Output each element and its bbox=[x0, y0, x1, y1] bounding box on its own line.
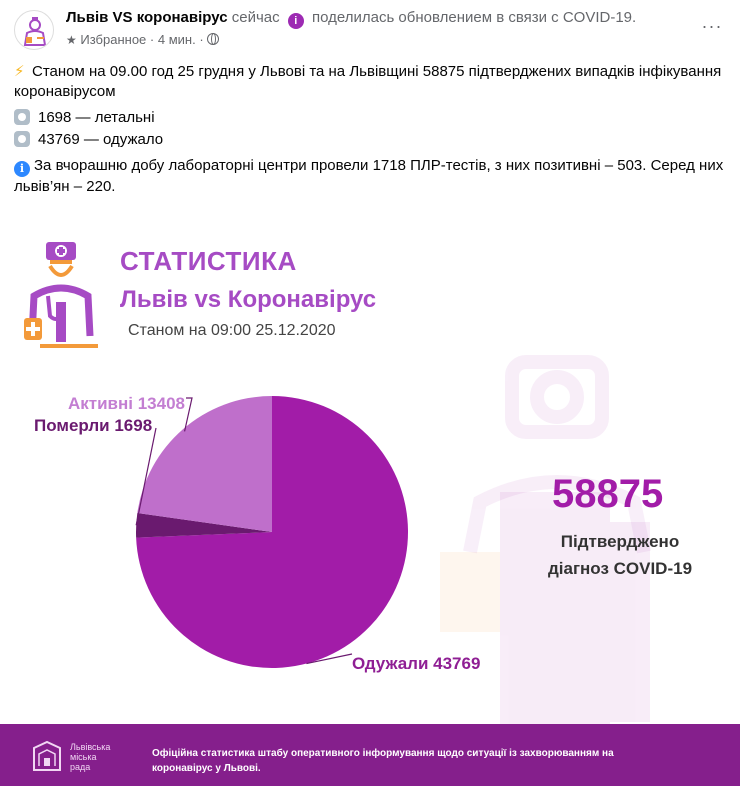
post-paragraph: ⚡ Станом на 09.00 год 25 грудня у Львові … bbox=[14, 62, 726, 102]
post-line-cases: Станом на 09.00 год 25 грудня у Львові т… bbox=[14, 63, 722, 100]
city-name-line: рада bbox=[70, 762, 91, 772]
infographic-footer: Львівська міська рада Офіційна статистик… bbox=[0, 724, 740, 786]
pie-label-dead: Померли 1698 bbox=[34, 416, 153, 435]
total-confirmed-caption: Підтверджено діагноз COVID-19 bbox=[530, 528, 710, 582]
doctor-logo-icon bbox=[23, 17, 47, 46]
footer-statement: Офіційна статистика штабу оперативного і… bbox=[152, 748, 614, 774]
covid-info-icon[interactable]: i bbox=[287, 13, 304, 29]
favorites-label: Избранное bbox=[80, 32, 147, 47]
post-body: ⚡ Станом на 09.00 год 25 грудня у Львові … bbox=[14, 62, 726, 203]
doctor-watermark-icon bbox=[440, 355, 651, 742]
pie-chart bbox=[135, 396, 408, 668]
city-name-line: Львівська bbox=[70, 742, 111, 752]
pie-label-active: Активні 13408 bbox=[68, 394, 185, 413]
infographic-title: СТАТИСТИКА bbox=[120, 246, 297, 276]
stats-infographic[interactable]: СТАТИСТИКА Львів vs Коронавірус Станом н… bbox=[0, 222, 740, 786]
star-icon: ★ bbox=[66, 33, 77, 47]
pie-slice-active bbox=[137, 396, 272, 532]
infographic-subtitle: Львів vs Коронавірус bbox=[120, 286, 377, 313]
total-confirmed-number: 58875 bbox=[552, 472, 664, 516]
information-icon: i bbox=[14, 161, 30, 177]
city-council-logo-icon bbox=[33, 740, 61, 771]
post-paragraph: 43769 — одужало bbox=[14, 130, 726, 150]
page-name-link[interactable]: Львів VS коронавірус bbox=[66, 9, 228, 26]
post-line-tests: За вчорашню добу лабораторні центри пров… bbox=[14, 157, 724, 195]
pie-slice-recovered bbox=[136, 396, 408, 668]
pie-label-recovered: Одужали 43769 bbox=[352, 654, 481, 673]
infographic-date: Станом на 09:00 25.12.2020 bbox=[128, 322, 336, 339]
header-line: Львів VS коронавірус сейчас i поделилась… bbox=[66, 8, 706, 29]
header-text: Львів VS коронавірус сейчас i поделилась… bbox=[66, 8, 706, 49]
lightning-icon: ⚡ bbox=[14, 63, 25, 80]
post-action: поделилась обновлением в связи с COVID-1… bbox=[311, 9, 637, 26]
record-button-icon bbox=[14, 131, 30, 147]
post-paragraph: i За вчорашню добу лабораторні центри про… bbox=[14, 156, 726, 197]
caption-line-1: Підтверджено bbox=[560, 532, 680, 551]
doctor-logo-icon bbox=[24, 242, 98, 348]
globe-icon[interactable] bbox=[207, 33, 220, 45]
record-button-icon bbox=[14, 109, 30, 125]
post-line-recovered: 43769 — одужало bbox=[38, 131, 164, 148]
post-meta: ★ Избранное · 4 мин. · bbox=[66, 31, 706, 49]
leader-line-dead bbox=[135, 427, 157, 526]
leader-line-active bbox=[183, 397, 193, 432]
city-council-name: Львівська міська рада bbox=[70, 742, 130, 772]
post-line-deaths: 1698 — летальні bbox=[38, 109, 155, 126]
more-options-button[interactable]: ··· bbox=[701, 16, 723, 36]
meta-separator: · bbox=[149, 32, 155, 47]
page-avatar[interactable] bbox=[14, 10, 54, 50]
caption-line-2: діагноз COVID-19 bbox=[547, 559, 693, 578]
post-time[interactable]: сейчас bbox=[231, 9, 280, 26]
city-name-line: міська bbox=[70, 752, 97, 762]
pie-slice-dead bbox=[136, 513, 272, 538]
meta-separator: · bbox=[199, 32, 204, 47]
time-ago[interactable]: 4 мин. bbox=[157, 32, 196, 47]
post-header: Львів VS коронавірус сейчас i поделилась… bbox=[14, 8, 726, 54]
leader-line-recovered bbox=[306, 653, 353, 665]
post-paragraph: 1698 — летальні bbox=[14, 108, 726, 128]
